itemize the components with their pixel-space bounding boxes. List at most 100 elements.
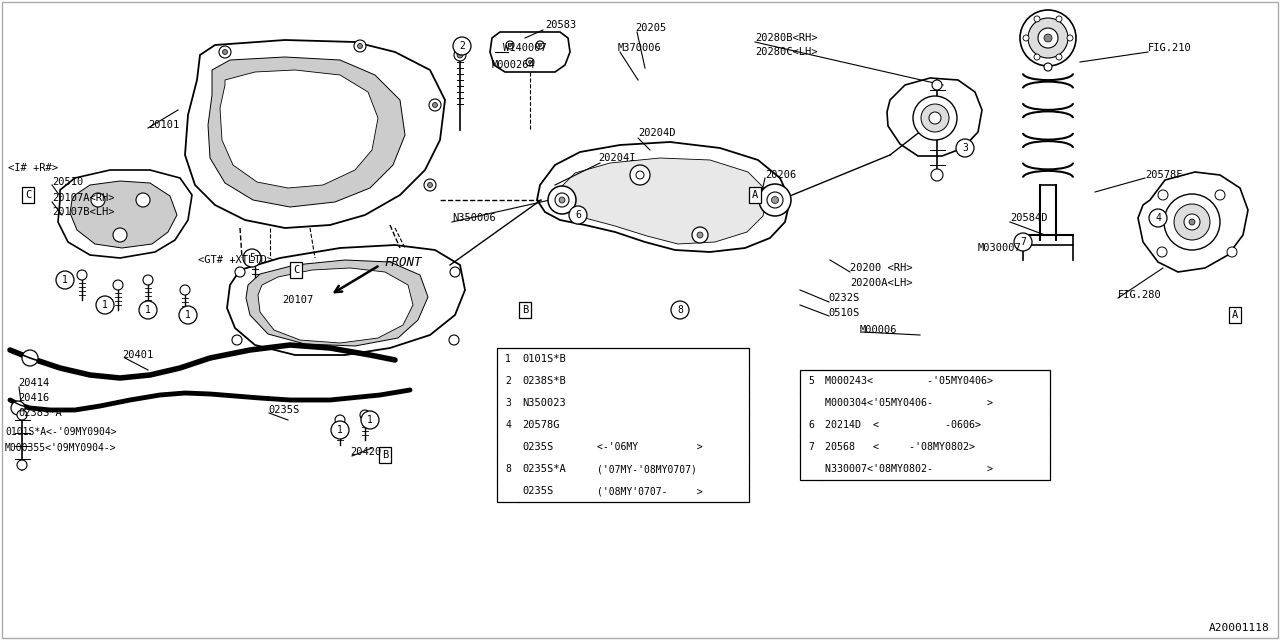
Circle shape <box>143 275 154 285</box>
Circle shape <box>453 37 471 55</box>
Circle shape <box>803 439 819 455</box>
Text: 6: 6 <box>808 420 814 430</box>
Circle shape <box>113 228 127 242</box>
Text: 20568   <     -'08MY0802>: 20568 < -'08MY0802> <box>826 442 975 452</box>
Circle shape <box>698 232 703 238</box>
Text: 4: 4 <box>506 420 511 430</box>
Text: 20578F: 20578F <box>1146 170 1183 180</box>
Circle shape <box>500 373 516 389</box>
Text: 2: 2 <box>460 41 465 51</box>
Text: 6: 6 <box>575 210 581 220</box>
Text: 20101: 20101 <box>148 120 179 130</box>
Polygon shape <box>209 57 404 207</box>
Text: 2: 2 <box>506 376 511 386</box>
Circle shape <box>803 373 819 389</box>
Circle shape <box>956 139 974 157</box>
Text: 0235S: 0235S <box>268 405 300 415</box>
Text: 3: 3 <box>506 398 511 408</box>
Polygon shape <box>246 260 428 346</box>
Circle shape <box>433 102 438 108</box>
Circle shape <box>692 227 708 243</box>
Text: 4: 4 <box>1155 213 1161 223</box>
Circle shape <box>772 196 778 204</box>
Circle shape <box>332 421 349 439</box>
Circle shape <box>454 49 466 61</box>
Text: N350006: N350006 <box>452 213 495 223</box>
Circle shape <box>451 267 460 277</box>
Circle shape <box>559 197 564 203</box>
Text: 20107A<RH>: 20107A<RH> <box>52 193 114 203</box>
Text: 0232S: 0232S <box>828 293 859 303</box>
Text: 1: 1 <box>367 415 372 425</box>
Circle shape <box>424 179 436 191</box>
Text: B: B <box>522 305 529 315</box>
Circle shape <box>548 186 576 214</box>
Circle shape <box>1056 16 1062 22</box>
Text: A: A <box>1231 310 1238 320</box>
Text: 20280B<RH>: 20280B<RH> <box>755 33 818 43</box>
Circle shape <box>803 417 819 433</box>
Circle shape <box>1034 16 1039 22</box>
Circle shape <box>536 41 544 49</box>
Text: 0101S*A<-'09MY0904>: 0101S*A<-'09MY0904> <box>5 427 116 437</box>
Text: C: C <box>24 190 31 200</box>
Text: 20510: 20510 <box>52 177 83 187</box>
Circle shape <box>1149 209 1167 227</box>
Circle shape <box>22 350 38 366</box>
Circle shape <box>913 96 957 140</box>
Text: M370006: M370006 <box>618 43 662 53</box>
Circle shape <box>355 40 366 52</box>
Circle shape <box>77 270 87 280</box>
Circle shape <box>1020 10 1076 66</box>
Text: 0238S*A: 0238S*A <box>18 408 61 418</box>
Text: 20204I: 20204I <box>598 153 635 163</box>
Text: 1: 1 <box>337 425 343 435</box>
Text: 5: 5 <box>808 376 814 386</box>
Text: N330007<'08MY0802-         >: N330007<'08MY0802- > <box>826 464 993 474</box>
Circle shape <box>113 280 123 290</box>
Circle shape <box>140 301 157 319</box>
Text: 0101S*B: 0101S*B <box>522 354 566 364</box>
Circle shape <box>429 99 442 111</box>
Text: 1: 1 <box>102 300 108 310</box>
Text: 20200 <RH>: 20200 <RH> <box>850 263 913 273</box>
Text: 0510S: 0510S <box>828 308 859 318</box>
Circle shape <box>529 61 531 63</box>
Text: M000243<         -'05MY0406>: M000243< -'05MY0406> <box>826 376 993 386</box>
Text: 0238S*B: 0238S*B <box>522 376 566 386</box>
Text: W140007: W140007 <box>503 43 547 53</box>
Circle shape <box>1157 247 1167 257</box>
Polygon shape <box>259 268 413 343</box>
Circle shape <box>56 271 74 289</box>
Circle shape <box>500 417 516 433</box>
Bar <box>800 370 1050 480</box>
Text: M00006: M00006 <box>860 325 897 335</box>
Circle shape <box>570 206 588 224</box>
Polygon shape <box>58 170 192 258</box>
Polygon shape <box>186 40 445 228</box>
Text: 8: 8 <box>677 305 684 315</box>
Circle shape <box>1068 35 1073 41</box>
Circle shape <box>1184 214 1201 230</box>
Text: 20206: 20206 <box>765 170 796 180</box>
Text: 0235S: 0235S <box>522 442 553 452</box>
Circle shape <box>236 267 244 277</box>
Polygon shape <box>220 70 378 188</box>
Circle shape <box>500 395 516 411</box>
Circle shape <box>929 112 941 124</box>
Text: 7: 7 <box>1020 237 1027 247</box>
Circle shape <box>1023 35 1029 41</box>
Polygon shape <box>887 78 982 156</box>
Circle shape <box>500 461 516 477</box>
Text: 20584D: 20584D <box>1010 213 1047 223</box>
Text: 20107B<LH>: 20107B<LH> <box>52 207 114 217</box>
Text: FRONT: FRONT <box>384 255 421 269</box>
Circle shape <box>361 411 379 429</box>
Text: ('07MY-'08MY0707): ('07MY-'08MY0707) <box>596 464 696 474</box>
Circle shape <box>232 335 242 345</box>
Circle shape <box>1038 28 1059 48</box>
Circle shape <box>219 46 230 58</box>
Text: 20204D: 20204D <box>637 128 676 138</box>
Circle shape <box>1034 54 1039 60</box>
Circle shape <box>932 80 942 90</box>
